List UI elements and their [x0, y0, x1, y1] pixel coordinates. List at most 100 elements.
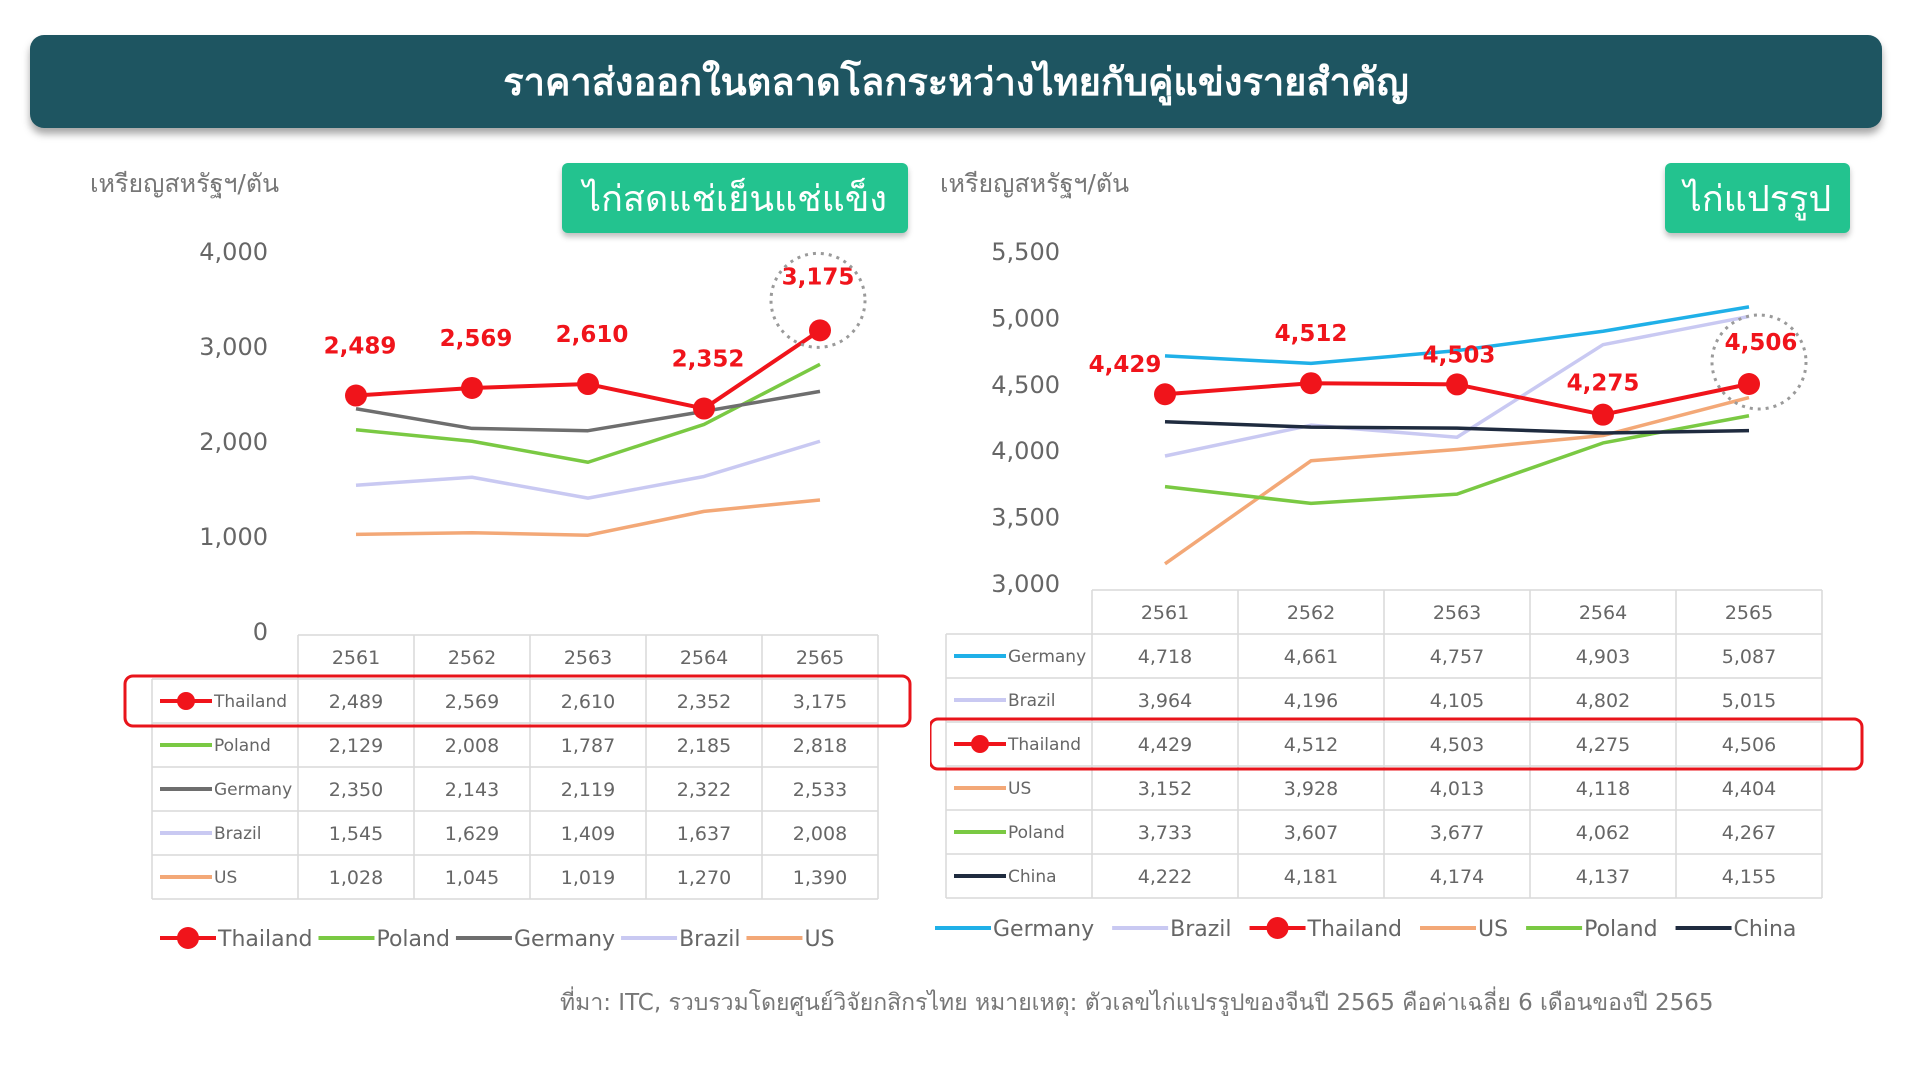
- table-cell-left-germany-2: 2,119: [561, 779, 615, 801]
- y-tick-label-right-1: 5,000: [991, 304, 1060, 332]
- table-cell-right-china-0: 4,222: [1138, 866, 1192, 888]
- y-axis-unit-left: เหรียญสหรัฐฯ/ตัน: [90, 169, 280, 198]
- data-point-left-thailand-3: [693, 397, 715, 420]
- y-tick-label-right-3: 4,000: [991, 437, 1060, 465]
- x-tick-label-left-1: 2562: [448, 647, 496, 669]
- table-cell-right-brazil-1: 4,196: [1284, 690, 1338, 712]
- table-cell-right-thailand-1: 4,512: [1284, 734, 1338, 756]
- data-point-left-thailand-0: [345, 384, 367, 407]
- table-cell-left-poland-4: 2,818: [793, 735, 847, 757]
- table-cell-right-china-1: 4,181: [1284, 866, 1338, 888]
- table-cell-right-us-4: 4,404: [1722, 778, 1776, 800]
- series-line-right-china: [1164, 419, 1750, 435]
- table-row-label-left-poland: Poland: [214, 736, 271, 756]
- table-cell-right-china-3: 4,137: [1576, 866, 1630, 888]
- panel-tag-fresh-chicken: ไก่สดแช่เย็นแช่แข็ง: [562, 163, 908, 233]
- title-banner: ราคาส่งออกในตลาดโลกระหว่างไทยกับคู่แข่งร…: [30, 35, 1882, 128]
- table-row-label-right-us: US: [1008, 779, 1031, 799]
- y-tick-label-right-5: 3,000: [991, 570, 1060, 598]
- panel-tag-processed-chicken: ไก่แปรรูป: [1665, 163, 1850, 233]
- table-legend-marker-left-thailand: [177, 692, 195, 710]
- table-cell-right-poland-1: 3,607: [1284, 822, 1338, 844]
- table-cell-left-brazil-4: 2,008: [793, 823, 847, 845]
- legend-marker-left-thailand: [177, 927, 199, 949]
- table-row-label-left-germany: Germany: [214, 780, 292, 800]
- legend-label-right-poland: Poland: [1584, 917, 1657, 942]
- table-cell-right-poland-2: 3,677: [1430, 822, 1484, 844]
- series-line-right-brazil: [1164, 314, 1750, 458]
- legend-label-left-poland: Poland: [376, 927, 449, 952]
- table-cell-right-brazil-4: 5,015: [1722, 690, 1776, 712]
- table-cell-right-germany-2: 4,757: [1430, 646, 1484, 668]
- y-tick-label-left-4: 0: [253, 618, 268, 646]
- table-row-label-right-china: China: [1008, 867, 1057, 887]
- table-cell-left-poland-3: 2,185: [677, 735, 731, 757]
- y-tick-label-left-3: 1,000: [199, 523, 268, 551]
- data-label-left-thailand-2: 2,610: [556, 322, 629, 348]
- legend-label-left-germany: Germany: [514, 927, 615, 952]
- table-cell-left-germany-0: 2,350: [329, 779, 383, 801]
- table-cell-right-china-4: 4,155: [1722, 866, 1776, 888]
- data-label-left-thailand-0: 2,489: [324, 334, 397, 360]
- y-tick-label-right-2: 4,500: [991, 371, 1060, 399]
- data-label-right-thailand-2: 4,503: [1423, 342, 1496, 368]
- x-tick-label-left-0: 2561: [332, 647, 380, 669]
- table-row-label-right-poland: Poland: [1008, 823, 1065, 843]
- data-label-right-thailand-4: 4,506: [1725, 330, 1798, 356]
- source-note: ที่มา: ITC, รวบรวมโดยศูนย์วิจัยกสิกรไทย …: [560, 990, 1714, 1016]
- chart-svg-right: 5,500 5,000 4,500 4,000 3,500 3,000 4,429 4,512…: [928, 238, 1864, 942]
- table-cell-left-thailand-1: 2,569: [445, 691, 499, 713]
- series-line-left-us: [355, 498, 821, 537]
- series-line-right-us: [1163, 395, 1750, 566]
- table-cell-left-brazil-2: 1,409: [561, 823, 615, 845]
- data-label-left-thailand-1: 2,569: [440, 326, 513, 352]
- table-row-label-left-brazil: Brazil: [214, 824, 261, 844]
- data-label-right-thailand-3: 4,275: [1567, 371, 1640, 397]
- highlight-row-box-right: [928, 717, 1864, 771]
- table-cell-right-brazil-0: 3,964: [1138, 690, 1192, 712]
- highlight-dashed-circle-left: [769, 251, 867, 349]
- legend-label-right-china: China: [1734, 917, 1797, 942]
- series-line-right-germany: [1164, 305, 1750, 366]
- table-cell-right-thailand-4: 4,506: [1722, 734, 1776, 756]
- table-cell-right-germany-3: 4,903: [1576, 646, 1630, 668]
- legend-label-right-brazil: Brazil: [1170, 917, 1231, 942]
- data-point-right-thailand-4: [1738, 373, 1760, 396]
- highlight-row-box-left: [123, 674, 912, 728]
- table-row-label-right-brazil: Brazil: [1008, 691, 1055, 711]
- y-tick-label-left-1: 3,000: [199, 333, 268, 361]
- x-tick-label-right-2: 2563: [1433, 602, 1481, 624]
- table-cell-left-brazil-3: 1,637: [677, 823, 731, 845]
- table-legend-marker-right-thailand: [971, 735, 989, 753]
- table-cell-right-brazil-2: 4,105: [1430, 690, 1484, 712]
- page-title: ราคาส่งออกในตลาดโลกระหว่างไทยกับคู่แข่งร…: [503, 60, 1409, 104]
- x-tick-label-right-1: 2562: [1287, 602, 1335, 624]
- table-cell-right-poland-4: 4,267: [1722, 822, 1776, 844]
- table-row-label-left-us: US: [214, 868, 237, 888]
- table-cell-right-thailand-2: 4,503: [1430, 734, 1484, 756]
- table-cell-left-poland-1: 2,008: [445, 735, 499, 757]
- table-cell-right-germany-1: 4,661: [1284, 646, 1338, 668]
- highlight-dashed-circle-right: [1710, 313, 1808, 411]
- chart-processed-chicken: เหรียญสหรัฐฯ/ตัน ไก่แปรรูป 5,500 5,000 4,5…: [928, 140, 1870, 980]
- table-cell-right-us-1: 3,928: [1284, 778, 1338, 800]
- table-cell-left-thailand-3: 2,352: [677, 691, 731, 713]
- table-cell-left-germany-1: 2,143: [445, 779, 499, 801]
- table-cell-right-poland-0: 3,733: [1138, 822, 1192, 844]
- legend-marker-right-thailand: [1266, 917, 1289, 939]
- table-row-label-left-thailand: Thailand: [213, 692, 287, 712]
- legend-label-right-us: US: [1478, 917, 1508, 942]
- legend-label-left-us: US: [804, 927, 834, 952]
- table-row-label-right-thailand: Thailand: [1007, 735, 1081, 755]
- table-cell-left-brazil-1: 1,629: [445, 823, 499, 845]
- table-cell-right-brazil-3: 4,802: [1576, 690, 1630, 712]
- x-tick-label-left-3: 2564: [680, 647, 728, 669]
- table-cell-right-us-2: 4,013: [1430, 778, 1484, 800]
- table-cell-right-thailand-3: 4,275: [1576, 734, 1630, 756]
- data-point-left-thailand-2: [577, 373, 599, 396]
- data-point-left-thailand-4: [809, 319, 831, 342]
- x-tick-label-right-4: 2565: [1725, 602, 1773, 624]
- table-cell-right-us-3: 4,118: [1576, 778, 1630, 800]
- legend-label-right-thailand: Thailand: [1307, 917, 1402, 942]
- data-point-right-thailand-2: [1446, 373, 1468, 396]
